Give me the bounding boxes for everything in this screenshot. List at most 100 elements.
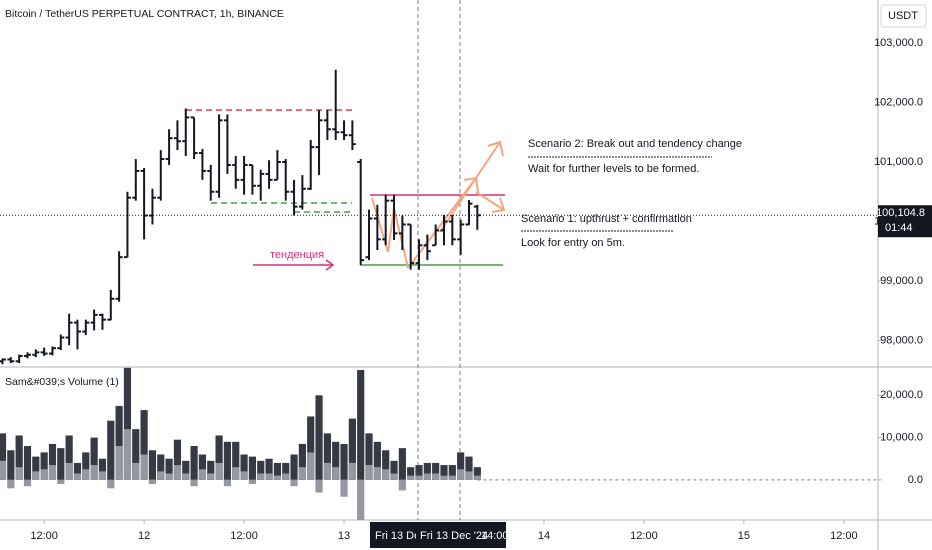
volume-bar [15,467,23,480]
arrow-head [491,197,506,213]
volume-bar [240,454,248,480]
ohlc-bars [0,69,481,365]
volume-bar [73,462,82,480]
volume-bar [298,467,306,480]
x-tick-label: 14 [538,530,550,542]
volume-bar [298,443,306,480]
volume-bar [423,462,431,480]
y-tick-label: 99,000.0 [880,275,923,287]
volume-bar [182,460,190,480]
volume-bar [473,475,481,480]
volume-bar [0,460,7,480]
volume-bar [123,367,132,480]
volume-bar [357,369,365,480]
volume-bar [465,456,473,480]
volume-bar [215,435,223,480]
volume-bar [190,479,198,487]
arrow-head [487,140,504,157]
volume-bar [382,469,390,480]
volume-bar [373,467,381,480]
zigzag [371,197,409,269]
volume-bar [123,429,132,480]
currency-button[interactable] [880,4,927,28]
volume-bar [248,479,257,485]
x-tick-label: 15 [738,530,750,542]
x-tick-label: 12:00 [230,530,258,542]
volume-bar [65,435,73,480]
x-tick-label: 12:00 [30,530,58,542]
volume-bar [257,473,265,480]
y-tick-label: 10,000.0 [880,431,923,443]
volume-bar [7,450,15,480]
last-price-box [878,205,932,238]
volume-bar [90,437,98,480]
volume-bar [57,479,65,485]
volume-bar [173,465,182,480]
volume-bar [232,441,240,480]
x-tick-label: 12:00 [630,530,658,542]
y-tick-label: 103,000.0 [874,37,923,49]
volume-bar [223,479,232,487]
volume-bar [7,479,15,489]
y-tick-label: 98,000.0 [880,334,923,346]
volume-bar [440,475,448,480]
scenario-2-note: Wait for further levels to be formed. [528,163,699,175]
volume-bar [415,465,423,480]
volume-bar [240,471,248,480]
volume-bar [182,473,190,480]
volume-bar [382,450,390,480]
volume-bar [290,454,298,480]
volume-bar [348,462,356,480]
crosshair-label: 14:00 [481,530,509,542]
volume-bar [307,452,315,480]
volume-bar [165,473,173,480]
crosshair-label: Fri 13 De [375,530,420,542]
volume-title: Sam&#039;s Volume (1) [5,376,119,388]
volume-bar [148,479,157,485]
volume-bar [65,462,73,480]
arrow-line [475,191,505,211]
volume-bar [423,473,431,480]
volume-series [0,367,481,480]
volume-bar [32,456,40,480]
arrow-line [439,141,501,233]
volume-bar [157,471,165,480]
volume-bar [198,469,207,480]
volume-bar [215,462,223,480]
volume-bar [332,467,340,480]
volume-bar [115,405,123,480]
volume-bar [307,416,315,480]
volume-series [0,429,481,520]
volume-bar [23,479,32,487]
currency-label[interactable]: USDT [888,10,918,22]
volume-bar [223,441,232,480]
volume-bar [290,479,298,487]
volume-bar [457,452,465,480]
volume-bar [323,433,331,480]
volume-bar [457,469,465,480]
volume-bar [332,441,340,480]
volume-bar [15,435,23,480]
y-tick-label: 102,000.0 [874,96,923,108]
volume-bar [273,475,281,480]
volume-bar [0,433,7,480]
volume-bar [390,473,398,480]
volume-bar [465,471,473,480]
volume-bar [248,456,257,480]
last-price-label: 100,104.8 [876,207,925,219]
volume-bar [265,473,273,480]
volume-bar [140,454,148,480]
crosshair-box [370,522,416,548]
y-tick-label: 0.0 [908,474,923,486]
x-tick-label: 13 [338,530,350,542]
volume-bar [207,460,215,480]
x-tick-label: 12:00 [830,530,858,542]
volume-bar [282,473,290,480]
volume-bar [357,479,365,520]
crosshair-label: Fri 13 Dec '24 [420,530,488,542]
volume-bar [315,479,323,493]
volume-bar [48,443,57,480]
volume-bar [198,454,207,480]
volume-bar [40,469,48,480]
volume-bar [73,473,82,480]
